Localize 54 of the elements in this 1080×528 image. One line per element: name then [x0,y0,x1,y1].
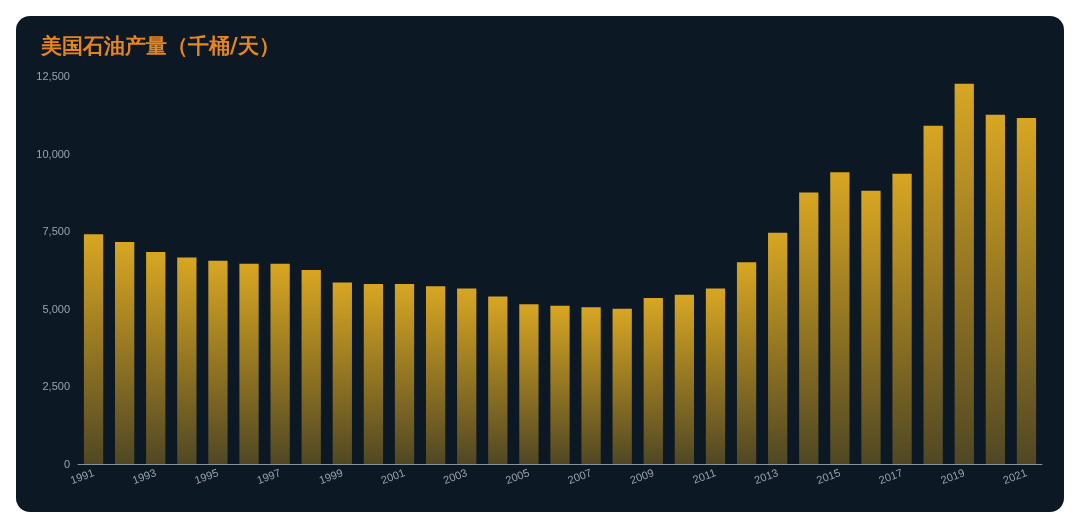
y-tick-label: 0 [63,458,70,470]
bar [861,190,881,464]
bar [550,305,570,464]
bar [146,252,166,464]
x-tick-label: 2011 [691,466,718,486]
bar [115,242,135,464]
bar [301,270,321,464]
bar [270,263,290,464]
bar [239,263,259,464]
x-tick-label: 1997 [255,466,283,487]
bar [83,234,104,464]
x-tick-label: 2015 [814,466,842,487]
chart-title: 美国石油产量（千桶/天） [40,33,280,58]
x-tick-label: 2019 [939,466,967,487]
y-tick-label: 7,500 [42,225,70,238]
bar [457,288,477,464]
x-tick-label: 1991 [68,466,96,487]
bar [799,192,819,464]
bar [954,83,974,464]
x-tick-label: 1999 [317,466,345,487]
bar [208,260,228,464]
bar [674,294,695,464]
bar [923,125,943,464]
x-tick-label: 2013 [752,466,780,487]
bar [177,257,197,464]
x-tick-label: 2009 [628,466,656,487]
x-tick-label: 2003 [441,466,469,487]
bar [768,232,788,464]
x-tick-label: 2007 [566,466,594,487]
bar [363,283,384,464]
bar [332,282,352,464]
bar [643,297,663,464]
bar [1016,117,1037,464]
bar [985,114,1005,464]
bar [612,308,632,464]
x-tick-label: 1995 [192,466,220,487]
x-tick-label: 1993 [130,466,158,487]
y-tick-label: 2,500 [42,380,70,393]
x-tick-label: 2021 [1001,466,1029,487]
bar [892,173,912,464]
x-tick-label: 2017 [877,466,905,487]
x-tick-label: 2001 [379,466,407,487]
bar [705,288,726,464]
x-tick-label: 2005 [503,466,531,487]
y-tick-label: 10,000 [36,147,70,160]
y-tick-label: 12,500 [36,70,70,82]
bar [736,262,757,464]
bar [519,304,539,464]
bar [830,172,850,464]
y-tick-label: 5,000 [42,302,70,315]
bar [425,286,446,464]
bar [581,307,601,464]
bar [394,283,415,464]
bar [488,296,508,464]
